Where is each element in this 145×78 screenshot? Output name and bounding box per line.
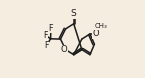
Text: O: O xyxy=(60,45,67,54)
Text: F: F xyxy=(44,41,48,50)
Text: CH₃: CH₃ xyxy=(94,23,107,29)
Text: F: F xyxy=(44,31,48,40)
Text: F: F xyxy=(49,24,53,33)
Text: O: O xyxy=(92,29,99,38)
Text: S: S xyxy=(71,9,77,18)
